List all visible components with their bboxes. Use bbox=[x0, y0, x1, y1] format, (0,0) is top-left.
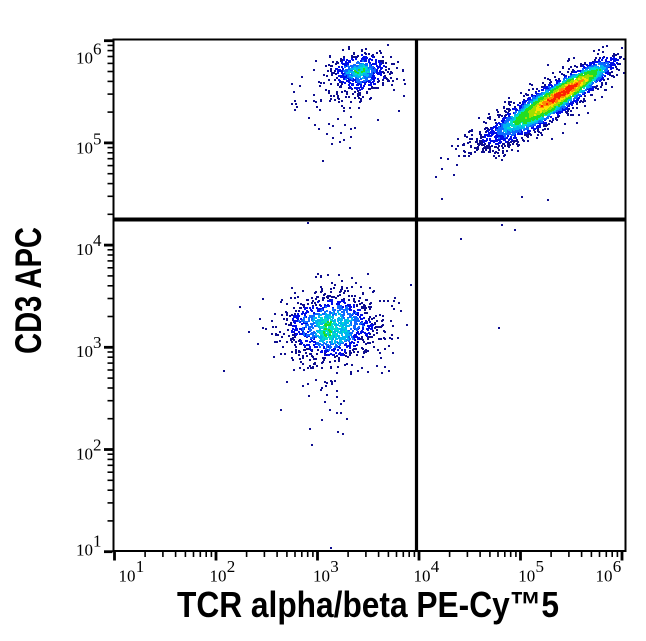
svg-text:4: 4 bbox=[431, 557, 440, 576]
svg-text:10: 10 bbox=[76, 138, 93, 157]
svg-text:2: 2 bbox=[93, 435, 102, 454]
svg-text:10: 10 bbox=[76, 541, 93, 560]
svg-text:6: 6 bbox=[93, 40, 102, 59]
svg-text:1: 1 bbox=[93, 532, 102, 551]
svg-text:10: 10 bbox=[76, 240, 93, 259]
svg-text:10: 10 bbox=[76, 444, 93, 463]
svg-text:6: 6 bbox=[613, 557, 622, 576]
svg-text:5: 5 bbox=[93, 129, 102, 148]
svg-text:5: 5 bbox=[535, 557, 544, 576]
svg-text:3: 3 bbox=[93, 333, 102, 352]
svg-text:TCR alpha/beta PE-Cy™5: TCR alpha/beta PE-Cy™5 bbox=[177, 584, 559, 625]
svg-text:10: 10 bbox=[414, 567, 431, 586]
svg-text:10: 10 bbox=[313, 567, 330, 586]
svg-text:10: 10 bbox=[119, 567, 136, 586]
svg-text:4: 4 bbox=[93, 231, 102, 250]
svg-text:CD3 APC: CD3 APC bbox=[8, 227, 49, 354]
svg-text:2: 2 bbox=[227, 557, 236, 576]
svg-text:10: 10 bbox=[76, 49, 93, 68]
svg-text:10: 10 bbox=[210, 567, 227, 586]
svg-text:10: 10 bbox=[518, 567, 535, 586]
svg-text:10: 10 bbox=[596, 567, 613, 586]
svg-text:10: 10 bbox=[76, 342, 93, 361]
svg-text:1: 1 bbox=[136, 557, 145, 576]
svg-text:3: 3 bbox=[330, 557, 339, 576]
